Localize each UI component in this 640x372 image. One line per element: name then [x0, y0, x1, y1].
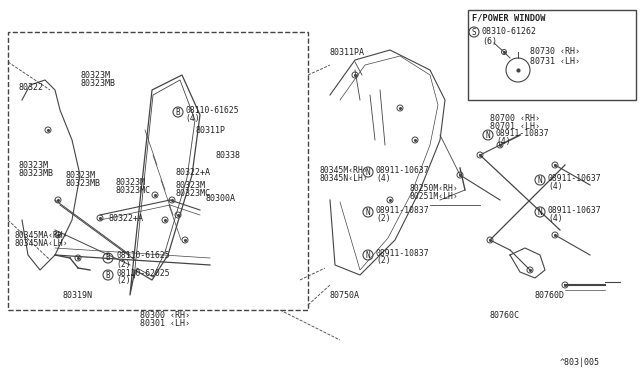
Text: 80311PA: 80311PA [330, 48, 365, 57]
Text: N: N [365, 250, 371, 260]
Text: (6): (6) [482, 36, 497, 45]
Text: 80250M‹RH›: 80250M‹RH› [410, 183, 459, 192]
Text: 80700 ‹RH›: 80700 ‹RH› [490, 113, 540, 122]
Text: 80251M‹LH›: 80251M‹LH› [410, 192, 459, 201]
Text: 80323MC: 80323MC [115, 186, 150, 195]
Text: 80322: 80322 [18, 83, 43, 92]
Text: N: N [538, 208, 542, 217]
Text: (4): (4) [376, 173, 390, 183]
Text: 08911-10837: 08911-10837 [376, 205, 429, 215]
Text: F/POWER WINDOW: F/POWER WINDOW [472, 13, 545, 22]
Text: 80323MB: 80323MB [18, 169, 53, 177]
Text: (4): (4) [548, 182, 563, 190]
Text: 80345M‹RH›: 80345M‹RH› [320, 166, 369, 174]
Text: 80300A: 80300A [205, 193, 235, 202]
Text: (2): (2) [116, 260, 131, 269]
Text: 08911-10637: 08911-10637 [548, 205, 602, 215]
Text: ^803│005: ^803│005 [560, 357, 600, 367]
Text: 80730 ‹RH›: 80730 ‹RH› [530, 46, 580, 55]
Text: (2): (2) [376, 214, 390, 222]
Text: 80323MC: 80323MC [175, 189, 210, 198]
Text: 80322+A: 80322+A [175, 167, 210, 176]
Text: 08911-10837: 08911-10837 [496, 128, 550, 138]
Text: (4): (4) [185, 113, 200, 122]
Bar [8, 32, 308, 310]
Text: 80323M: 80323M [18, 160, 48, 170]
Text: N: N [365, 167, 371, 176]
Text: 80701 ‹LH›: 80701 ‹LH› [490, 122, 540, 131]
Text: 80319N: 80319N [62, 291, 92, 299]
Text: 80750A: 80750A [330, 291, 360, 299]
Text: B: B [106, 253, 110, 263]
Text: N: N [365, 208, 371, 217]
Text: 80760C: 80760C [490, 311, 520, 320]
Text: 80323MB: 80323MB [65, 179, 100, 187]
Text: 08310-61262: 08310-61262 [482, 26, 537, 35]
Text: 08911-10837: 08911-10837 [376, 248, 429, 257]
Text: S: S [472, 28, 476, 36]
Text: 80323M: 80323M [65, 170, 95, 180]
Text: 80760D: 80760D [535, 291, 565, 299]
Text: B: B [106, 270, 110, 279]
Text: 80300 ‹RH›: 80300 ‹RH› [140, 311, 190, 320]
Text: 80323M: 80323M [115, 177, 145, 186]
Text: N: N [538, 176, 542, 185]
Text: 08911-10637: 08911-10637 [376, 166, 429, 174]
Text: (4): (4) [548, 214, 563, 222]
Text: 80311P: 80311P [195, 125, 225, 135]
Text: B: B [176, 108, 180, 116]
Text: 80323M: 80323M [80, 71, 110, 80]
Text: 80731 ‹LH›: 80731 ‹LH› [530, 57, 580, 65]
Text: 08110-62025: 08110-62025 [116, 269, 170, 278]
Text: 80345NA‹LH›: 80345NA‹LH› [14, 238, 68, 247]
Text: 08110-61625: 08110-61625 [185, 106, 239, 115]
Text: 80322+A: 80322+A [108, 214, 143, 222]
Text: 80345N‹LH›: 80345N‹LH› [320, 173, 369, 183]
Text: (2): (2) [116, 276, 131, 285]
Text: 08911-10637: 08911-10637 [548, 173, 602, 183]
Text: (2): (2) [376, 257, 390, 266]
Text: 80323M: 80323M [175, 180, 205, 189]
Text: 08110-61625: 08110-61625 [116, 251, 170, 260]
Text: 80338: 80338 [215, 151, 240, 160]
Text: (4): (4) [496, 137, 511, 145]
Text: N: N [486, 131, 490, 140]
Text: 80301 ‹LH›: 80301 ‹LH› [140, 318, 190, 327]
Text: 80323MB: 80323MB [80, 78, 115, 87]
Bar [468, 10, 636, 100]
Text: 80345MA‹RH›: 80345MA‹RH› [14, 231, 68, 240]
